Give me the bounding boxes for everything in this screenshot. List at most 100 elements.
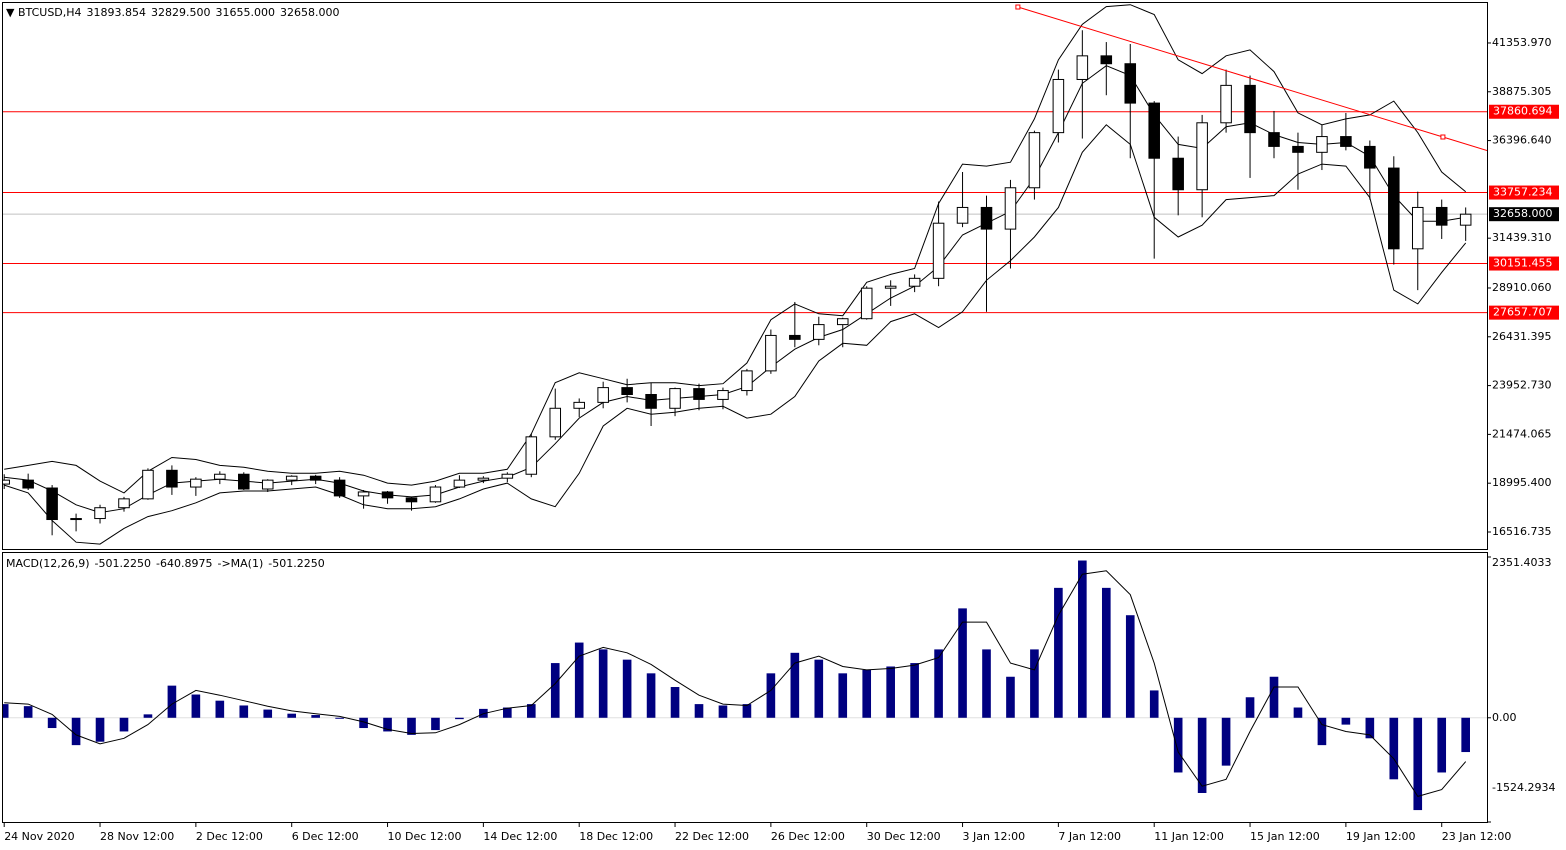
macd-bar	[1030, 649, 1039, 718]
candle-body	[381, 491, 394, 499]
macd-bar	[1221, 717, 1231, 766]
candle-body	[309, 475, 322, 481]
candle-body	[789, 334, 801, 340]
macd-bar	[503, 707, 512, 718]
x-tick-label: 26 Dec 12:00	[771, 830, 845, 843]
macd-plot	[3, 560, 1487, 811]
candle-body	[94, 507, 106, 520]
ohlc-close: 32658.000	[280, 6, 340, 19]
current-price-label: 32658.000	[1493, 207, 1553, 220]
macd-bar	[646, 673, 656, 718]
candle-body	[1028, 132, 1041, 189]
y-tick-label: -1524.2934	[1492, 781, 1555, 794]
candle-body	[1052, 78, 1065, 134]
candle-body	[956, 206, 969, 224]
candle-body	[1435, 206, 1448, 226]
candle-body	[501, 473, 514, 479]
x-tick-label: 14 Dec 12:00	[483, 830, 557, 843]
candle-body	[741, 370, 753, 392]
x-tick-label: 24 Nov 2020	[4, 830, 74, 843]
candle-body	[836, 318, 849, 326]
candle-body	[1411, 206, 1424, 250]
macd-signal: -640.8975	[156, 557, 213, 570]
level-box	[1489, 305, 1559, 320]
ma-title: ->MA(1)	[217, 557, 264, 570]
candle-body	[333, 479, 346, 497]
macd-bar	[455, 717, 464, 720]
macd-bar	[311, 715, 320, 718]
candle-body	[980, 206, 993, 230]
candle-body	[908, 277, 921, 287]
y-tick-label: 0.00	[1492, 711, 1517, 724]
macd-bar	[1293, 707, 1303, 718]
macd-bar	[1149, 690, 1159, 718]
macd-bar	[982, 649, 991, 718]
candle-body	[1196, 122, 1208, 191]
macd-bar	[263, 709, 273, 718]
x-tick-label: 2 Dec 12:00	[196, 830, 263, 843]
macd-bar	[718, 705, 728, 718]
y-tick-label: 36396.640	[1492, 134, 1552, 147]
macd-bar	[934, 649, 943, 718]
x-tick-label: 7 Jan 12:00	[1058, 830, 1121, 843]
macd-bar	[239, 705, 249, 718]
macd-bar	[1173, 717, 1183, 773]
candle-body	[693, 388, 705, 400]
candle-body	[1244, 84, 1256, 134]
candle-body	[118, 498, 130, 509]
x-tick-label: 19 Jan 12:00	[1346, 830, 1416, 843]
candle-body	[1148, 102, 1160, 159]
candle-body	[860, 287, 873, 320]
macd-bar	[1461, 717, 1470, 753]
ohlc-low: 31655.000	[215, 6, 276, 19]
macd-bar	[143, 714, 153, 718]
candle-body	[1172, 157, 1184, 191]
x-tick-label: 28 Nov 12:00	[100, 830, 174, 843]
macd-bar	[742, 704, 752, 718]
x-tick-label: 30 Dec 12:00	[867, 830, 941, 843]
macd-bar	[790, 652, 800, 718]
y-tick-label: 38875.305	[1492, 85, 1552, 98]
macd-bar	[1197, 717, 1207, 793]
macd-bar	[910, 663, 919, 718]
x-tick-label: 22 Dec 12:00	[675, 830, 749, 843]
candle-body	[1268, 132, 1280, 147]
symbol: BTCUSD,H4	[17, 6, 82, 19]
candle-body	[1100, 55, 1113, 65]
y-tick-label: 28910.060	[1492, 281, 1552, 294]
y-tick-label: 26431.395	[1492, 330, 1552, 343]
candle-body	[525, 436, 538, 475]
candle-body	[285, 475, 298, 481]
macd-bar	[814, 659, 824, 718]
candle-body	[1340, 136, 1352, 147]
trendline-anchor	[1015, 4, 1021, 10]
macd-bar	[407, 717, 416, 735]
candle-body	[1004, 187, 1017, 230]
macd-bar	[886, 666, 895, 718]
macd-bar	[1341, 717, 1351, 725]
candle-body	[1292, 145, 1304, 153]
level-label: 37860.694	[1493, 105, 1553, 118]
bollinger-lower	[4, 124, 1467, 545]
candle-body	[70, 518, 82, 521]
macd-bar	[1365, 717, 1375, 739]
candle-body	[1388, 167, 1400, 250]
trendline-anchor	[1440, 134, 1446, 140]
macd-bar	[1245, 697, 1255, 718]
candle-body	[884, 285, 897, 289]
macd-bar	[119, 717, 129, 732]
candle-body	[1364, 145, 1376, 169]
candle-body	[932, 222, 945, 279]
level-label: 27657.707	[1493, 306, 1553, 319]
macd-bar	[1269, 676, 1279, 718]
candle-body	[573, 401, 585, 409]
macd-bar	[622, 659, 632, 718]
macd-bar	[526, 704, 536, 718]
macd-bar	[431, 717, 440, 731]
level-label: 30151.455	[1493, 257, 1553, 270]
candle-body	[405, 497, 418, 503]
candle-body	[261, 479, 274, 490]
